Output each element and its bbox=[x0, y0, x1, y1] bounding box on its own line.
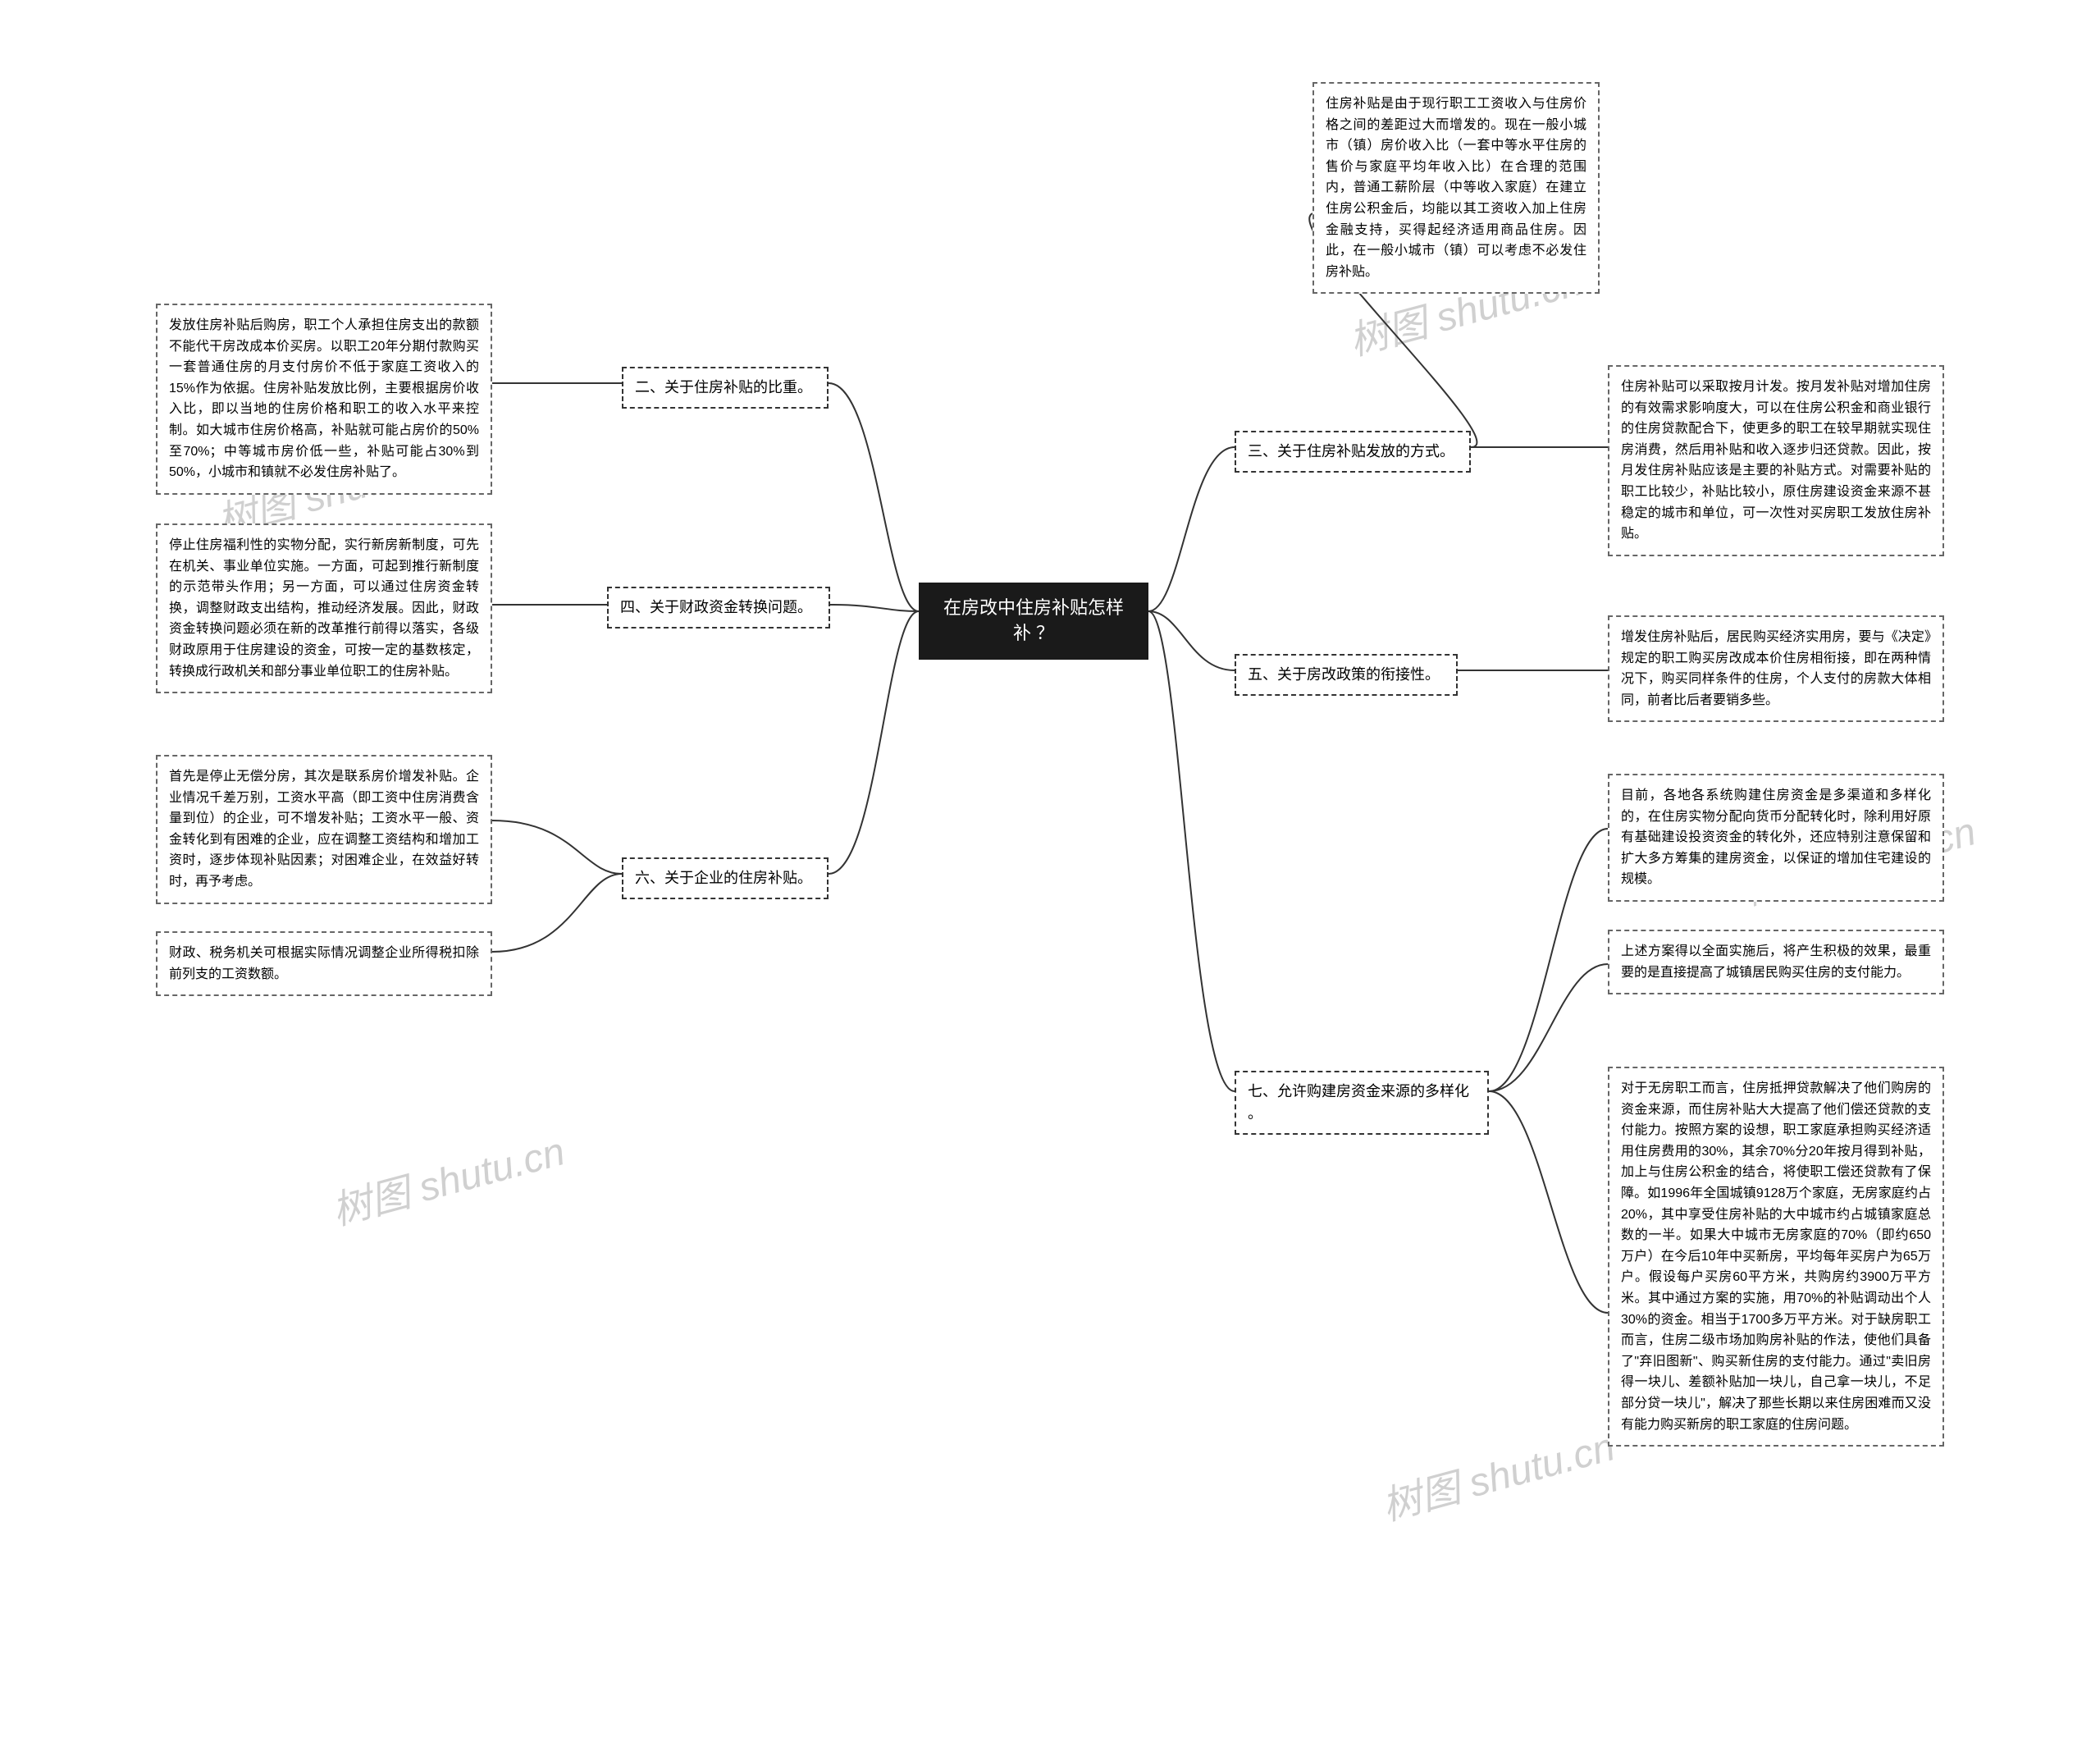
branch-R3: 三、关于住房补贴发放的方式。 bbox=[1235, 431, 1471, 473]
branch-L4: 四、关于财政资金转换问题。 bbox=[607, 587, 830, 629]
leaf-L6-0: 首先是停止无偿分房，其次是联系房价增发补贴。企业情况千差万别，工资水平高（即工资… bbox=[156, 755, 492, 904]
leaf-R3-0: 住房补贴是由于现行职工工资收入与住房价格之间的差距过大而增发的。现在一般小城市（… bbox=[1312, 82, 1600, 294]
branch-L2: 二、关于住房补贴的比重。 bbox=[622, 367, 829, 409]
leaf-L6-1: 财政、税务机关可根据实际情况调整企业所得税扣除前列支的工资数额。 bbox=[156, 931, 492, 996]
branch-L6: 六、关于企业的住房补贴。 bbox=[622, 857, 829, 899]
leaf-R5-0: 增发住房补贴后，居民购买经济实用房，要与《决定》规定的职工购买房改成本价住房相衔… bbox=[1608, 615, 1944, 722]
leaf-R7-2: 对于无房职工而言，住房抵押贷款解决了他们购房的资金来源，而住房补贴大大提高了他们… bbox=[1608, 1067, 1944, 1447]
watermark: 树图 shutu.cn bbox=[1375, 1415, 1620, 1532]
root-node: 在房改中住房补贴怎样补 ？ bbox=[919, 583, 1148, 660]
leaf-R3-1: 住房补贴可以采取按月计发。按月发补贴对增加住房的有效需求影响度大，可以在住房公积… bbox=[1608, 365, 1944, 556]
leaf-L2-0: 发放住房补贴后购房，职工个人承担住房支出的款额不能代干房改成本价买房。以职工20… bbox=[156, 304, 492, 495]
leaf-L4-0: 停止住房福利性的实物分配，实行新房新制度，可先在机关、事业单位实施。一方面，可起… bbox=[156, 523, 492, 693]
leaf-R7-1: 上述方案得以全面实施后，将产生积极的效果，最重要的是直接提高了城镇居民购买住房的… bbox=[1608, 930, 1944, 994]
leaf-R7-0: 目前，各地各系统购建住房资金是多渠道和多样化的，在住房实物分配向货币分配转化时，… bbox=[1608, 774, 1944, 902]
branch-R5: 五、关于房改政策的衔接性。 bbox=[1235, 654, 1458, 696]
watermark: 树图 shutu.cn bbox=[325, 1119, 570, 1236]
branch-R7: 七、允许购建房资金来源的多样化 。 bbox=[1235, 1071, 1489, 1135]
